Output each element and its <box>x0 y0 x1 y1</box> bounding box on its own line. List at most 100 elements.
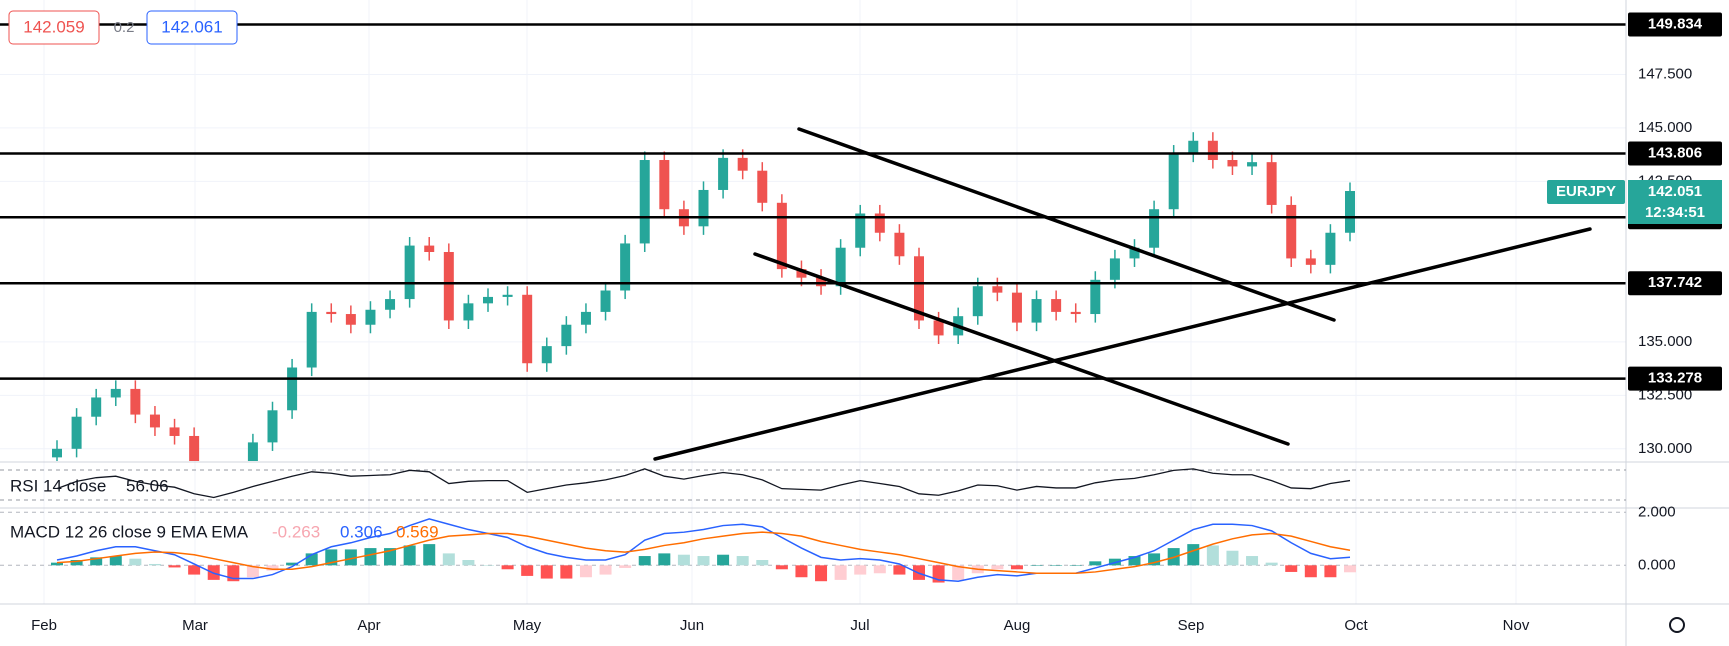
trend-line <box>797 127 1336 322</box>
candle-body <box>620 243 631 291</box>
candle-body <box>502 294 513 297</box>
spread: 0.2 <box>114 19 135 36</box>
candle-body <box>1149 209 1160 248</box>
candle-body <box>404 245 415 300</box>
candle-body <box>855 213 866 248</box>
candle-body <box>698 189 709 227</box>
histogram-bar <box>1344 565 1356 573</box>
countdown: 12:34:51 <box>1645 204 1705 221</box>
histogram-bar <box>540 565 553 579</box>
signal-value: 0.569 <box>396 522 439 541</box>
level-label: 149.834 <box>1648 15 1703 32</box>
histogram-bar <box>873 565 886 574</box>
y-tick-label: 0.000 <box>1638 556 1676 573</box>
candle-body <box>52 448 62 458</box>
candle-body <box>1305 258 1316 265</box>
candle-body <box>483 296 493 304</box>
candle-body <box>1031 299 1042 323</box>
candle-body <box>130 388 141 415</box>
price-tag <box>1628 180 1722 224</box>
y-tick-label: 2.000 <box>1638 503 1676 520</box>
last-price: 142.051 <box>1648 183 1702 200</box>
candle-body <box>71 416 82 449</box>
histogram-bar <box>854 565 867 575</box>
x-tick-label: Jun <box>680 617 704 634</box>
histogram-bar <box>51 562 63 566</box>
settings-icon[interactable] <box>1669 617 1685 633</box>
candle-body <box>1168 153 1179 210</box>
candle-body <box>424 245 435 252</box>
candle-body <box>91 397 102 417</box>
histogram-bar <box>638 556 651 566</box>
histogram-bar <box>188 565 201 575</box>
x-tick-label: Oct <box>1344 617 1368 634</box>
histogram-bar <box>1206 545 1219 566</box>
histogram-bar <box>834 565 847 580</box>
candle-body <box>718 157 729 190</box>
candle-body <box>189 435 200 461</box>
candle-body <box>639 160 650 244</box>
trend-line <box>753 252 1290 446</box>
candle-body <box>992 286 1003 293</box>
candle-body <box>365 309 376 325</box>
x-tick-label: Apr <box>357 617 380 634</box>
candle-body <box>659 160 670 210</box>
candle-body <box>757 170 768 203</box>
candle-body <box>1266 162 1277 205</box>
histogram-bar <box>462 560 475 566</box>
candle-body <box>463 303 474 321</box>
ask-box[interactable] <box>146 10 238 45</box>
candle-body <box>737 157 748 171</box>
histogram-bar <box>1285 565 1298 572</box>
x-tick-label: Jul <box>850 617 869 634</box>
x-tick-label: Nov <box>1503 617 1530 634</box>
histogram-bar <box>90 557 103 566</box>
histogram-bar <box>677 554 690 566</box>
x-tick-label: Aug <box>1004 617 1031 634</box>
histogram-bar <box>521 565 534 576</box>
histogram-bar <box>364 548 377 566</box>
candle-body <box>1227 160 1238 167</box>
symbol-tag <box>1547 180 1625 204</box>
candle-body <box>972 286 983 317</box>
y-tick-label: 147.500 <box>1638 65 1692 82</box>
macd-line <box>56 531 1351 575</box>
histogram-bar <box>795 565 808 578</box>
histogram-bar <box>1069 565 1082 566</box>
candle-body <box>209 481 219 496</box>
macd-hist-value: -0.263 <box>272 522 320 541</box>
candle-body <box>326 311 337 315</box>
candle-body <box>1247 162 1258 167</box>
candle-body <box>1188 140 1199 154</box>
candle-body <box>1325 232 1336 265</box>
level-tag <box>1628 141 1722 166</box>
rsi-title: RSI 14 close <box>10 476 106 495</box>
histogram-bar <box>1030 565 1043 566</box>
trend-line <box>653 227 1592 461</box>
histogram-bar <box>109 556 122 566</box>
candle-body <box>796 269 807 278</box>
level-label: 143.806 <box>1648 144 1702 161</box>
histogram-bar <box>815 565 828 582</box>
rsi-value: 56.06 <box>126 476 169 495</box>
candle-body <box>247 442 258 461</box>
candle-body <box>874 213 885 233</box>
candle-body <box>914 256 924 321</box>
histogram-bar <box>619 565 632 568</box>
histogram-bar <box>1246 556 1259 566</box>
x-tick-label: Sep <box>1178 617 1205 634</box>
histogram-bar <box>1304 565 1317 578</box>
histogram-bar <box>736 556 749 566</box>
x-tick-label: Mar <box>182 617 208 634</box>
bid-box[interactable] <box>8 10 100 45</box>
symbol: EURJPY <box>1556 183 1616 200</box>
candle-body <box>1070 311 1081 315</box>
histogram-bar <box>1265 562 1278 566</box>
histogram-bar <box>1324 565 1337 578</box>
histogram-bar <box>893 565 906 575</box>
histogram-bar <box>305 553 318 566</box>
histogram-bar <box>1010 565 1023 570</box>
histogram-bar <box>168 565 181 568</box>
histogram-bar <box>717 554 730 566</box>
